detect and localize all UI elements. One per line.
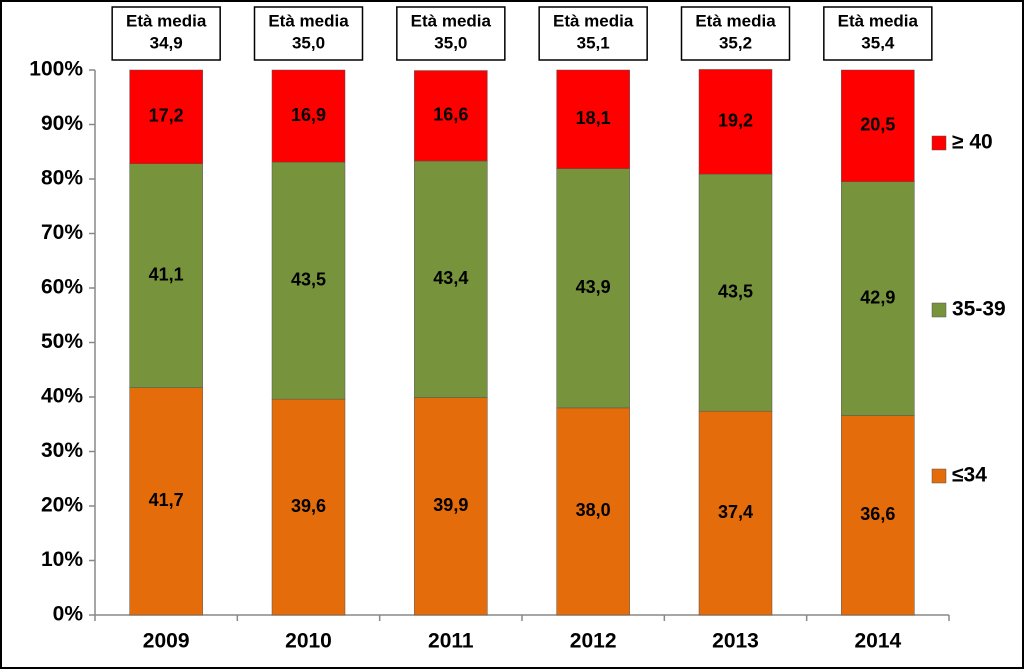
x-tick-label: 2010 [285, 630, 332, 653]
y-tick-label: 90% [41, 112, 83, 135]
legend-swatch [931, 468, 947, 484]
value-label: 16,6 [433, 105, 468, 125]
bar-segment [414, 160, 488, 398]
annotation-text: 35,4 [861, 33, 895, 52]
y-tick-label: 30% [41, 439, 83, 462]
bar-segment [841, 415, 915, 616]
value-label: 38,0 [576, 500, 611, 520]
bar-segment [841, 69, 915, 182]
value-label: 41,1 [149, 264, 184, 284]
value-label: 43,9 [576, 277, 611, 297]
value-label: 20,5 [860, 115, 895, 135]
value-label: 16,9 [291, 105, 326, 125]
value-label: 18,1 [576, 108, 611, 128]
legend-swatch [931, 135, 947, 151]
annotation-box [538, 6, 648, 61]
x-tick-label: 2014 [854, 630, 901, 653]
legend-label: ≥ 40 [952, 131, 993, 154]
value-label: 19,2 [718, 111, 753, 131]
bar-segment [698, 69, 773, 175]
value-label: 17,2 [149, 106, 184, 126]
bar-segment [698, 173, 773, 412]
value-label: 41,7 [149, 490, 184, 510]
annotation-title: Età media [126, 11, 207, 30]
x-tick-label: 2012 [570, 630, 617, 653]
bar-segment [129, 163, 203, 388]
value-label: 42,9 [860, 287, 895, 307]
x-tick-label: 2011 [428, 630, 474, 653]
bar-segment [271, 398, 346, 616]
bar-segment [414, 397, 488, 616]
legend-label: ≤34 [952, 464, 987, 487]
legend-label: 35-39 [952, 298, 1006, 321]
bar-segment [556, 407, 630, 616]
annotation-text: 35,0 [292, 33, 325, 52]
value-label: 39,9 [433, 495, 468, 515]
annotation-title: Età media [268, 11, 349, 30]
annotation-text: 34,9 [150, 33, 183, 52]
annotation-box [253, 6, 364, 61]
value-label: 43,5 [718, 281, 753, 301]
annotation-title: Età media [553, 11, 634, 30]
bar-segment [129, 69, 203, 164]
value-label: 36,6 [860, 504, 895, 524]
y-tick-label: 10% [41, 548, 83, 571]
bar-segment [271, 69, 346, 163]
annotation-text: 35,2 [719, 33, 752, 52]
y-tick-label: 100% [29, 58, 83, 81]
value-label: 43,5 [291, 269, 326, 289]
value-label: 43,4 [433, 268, 468, 288]
annotation-title: Età media [411, 11, 492, 30]
value-label: 39,6 [291, 496, 326, 516]
bar-segment [271, 161, 346, 400]
x-tick-label: 2013 [712, 630, 759, 653]
annotation-text: 35,1 [577, 33, 610, 52]
y-tick-label: 20% [41, 494, 83, 517]
y-tick-label: 60% [41, 276, 83, 299]
y-tick-label: 70% [41, 221, 83, 244]
annotation-title: Età media [838, 11, 919, 30]
annotation-box [680, 6, 791, 61]
legend-swatch [931, 302, 947, 318]
y-tick-label: 40% [41, 385, 83, 408]
annotation-box [823, 6, 933, 61]
annotation-text: 35,0 [434, 33, 467, 52]
bar-segment [414, 70, 488, 162]
annotation-box [111, 6, 221, 61]
y-tick-label: 50% [41, 330, 83, 353]
annotation-title: Età media [695, 11, 776, 30]
value-label: 37,4 [718, 502, 753, 522]
y-tick-label: 80% [41, 167, 83, 190]
bar-segment [698, 410, 773, 616]
bar-segment [556, 69, 630, 169]
annotation-box [396, 6, 506, 61]
y-tick-label: 0% [53, 603, 84, 626]
bar-segment [129, 387, 203, 616]
bar-segment [556, 168, 630, 409]
x-tick-label: 2009 [143, 630, 190, 653]
